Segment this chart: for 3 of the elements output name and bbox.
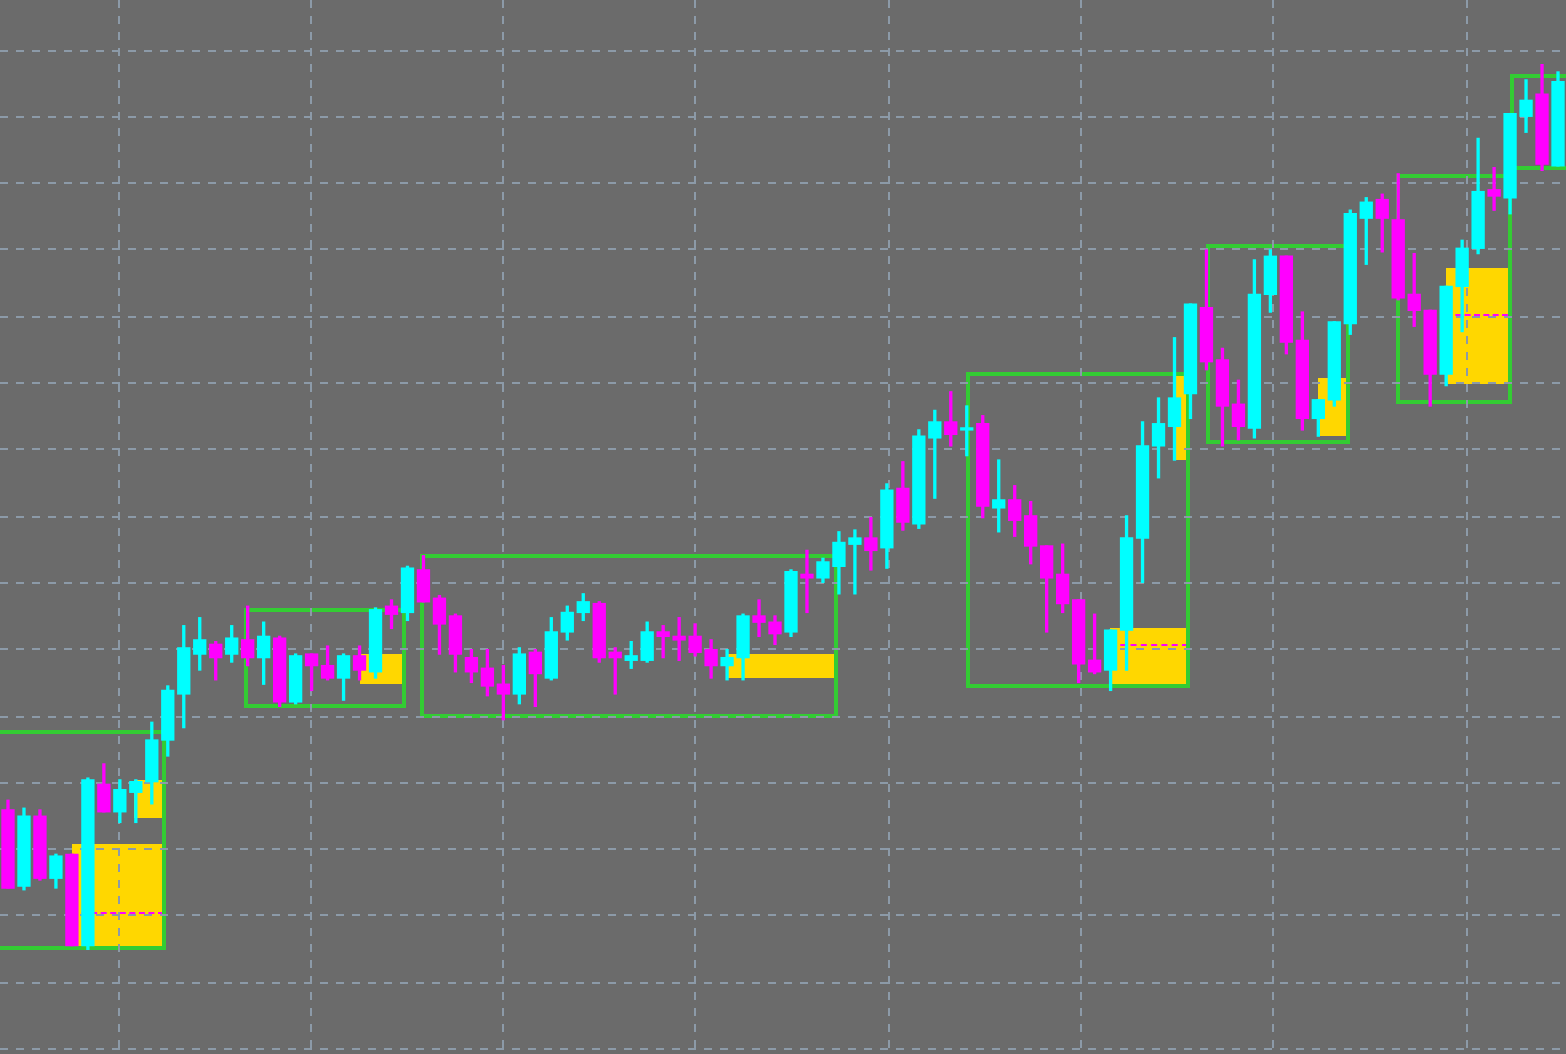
candlestick (1487, 167, 1501, 211)
candlestick (800, 549, 814, 614)
candlestick (864, 516, 878, 571)
